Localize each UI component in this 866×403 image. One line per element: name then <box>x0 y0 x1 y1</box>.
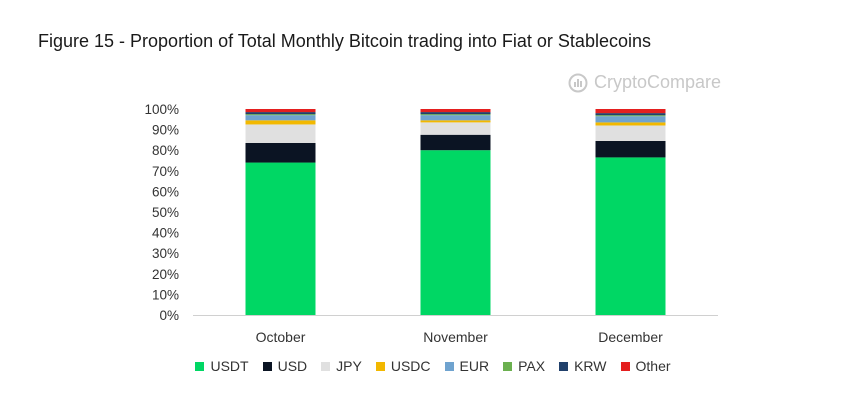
bar-segment-krw <box>245 112 316 115</box>
y-tick-label: 50% <box>152 205 179 220</box>
bar-stack-november <box>420 109 491 315</box>
legend-item-other: Other <box>620 358 671 374</box>
legend-swatch <box>559 361 569 371</box>
bar-segment-eur <box>595 116 666 123</box>
bar-segment-eur <box>420 115 491 121</box>
watermark: CryptoCompare <box>566 72 721 93</box>
y-tick-label: 0% <box>159 308 179 323</box>
legend-item-usdt: USDT <box>195 358 249 374</box>
legend-swatch <box>262 361 272 371</box>
y-tick-label: 40% <box>152 226 179 241</box>
legend-swatch <box>620 361 630 371</box>
y-tick-label: 100% <box>144 102 179 117</box>
legend-swatch <box>375 361 385 371</box>
legend: USDT USD JPY USDC EUR PAX KRW Other <box>0 358 866 374</box>
y-tick-label: 80% <box>152 143 179 158</box>
bar-segment-usdt <box>245 162 316 315</box>
legend-label: EUR <box>459 358 490 374</box>
bar-segment-usd <box>595 140 666 158</box>
legend-label: Other <box>635 358 671 374</box>
bar-segment-usdt <box>595 157 666 315</box>
bar-segment-krw <box>420 112 491 115</box>
x-tick-label: December <box>598 329 663 345</box>
chart-title: Figure 15 - Proportion of Total Monthly … <box>38 31 651 51</box>
legend-label: JPY <box>336 358 362 374</box>
legend-swatch <box>503 361 513 371</box>
bar-segment-jpy <box>595 125 666 141</box>
y-tick-label: 20% <box>152 267 179 282</box>
bar-segment-other <box>595 109 666 114</box>
stacked-bar-chart: 0% 10% 20% 30% 40% 50% 60% 70% 80% 90% 100% Octobe… <box>144 102 718 345</box>
legend-item-usdc: USDC <box>375 358 431 374</box>
legend-label: KRW <box>574 358 607 374</box>
legend-swatch <box>444 361 454 371</box>
y-tick-label: 90% <box>152 123 179 138</box>
legend-item-eur: EUR <box>444 358 490 374</box>
bar-segment-usd <box>420 134 491 151</box>
watermark-text: CryptoCompare <box>594 72 722 92</box>
bar-segment-usdt <box>420 150 491 315</box>
y-tick-label: 10% <box>152 287 179 302</box>
cryptocompare-logo-icon <box>568 73 588 92</box>
bar-segment-usdc <box>595 122 666 126</box>
bar-segment-other <box>245 109 316 113</box>
bar-segment-usdc <box>245 120 316 125</box>
legend-label: PAX <box>518 358 546 374</box>
y-tick-label: 30% <box>152 246 179 261</box>
bar-segment-jpy <box>245 124 316 143</box>
bar-segment-eur <box>245 115 316 121</box>
bar-segment-usd <box>245 142 316 163</box>
legend-label: USDT <box>210 358 249 374</box>
y-axis: 0% 10% 20% 30% 40% 50% 60% 70% 80% 90% 100% <box>144 102 179 323</box>
bar-segment-pax <box>420 114 491 116</box>
y-tick-label: 70% <box>152 164 179 179</box>
legend-swatch <box>321 361 331 371</box>
bar-segment-jpy <box>420 122 491 135</box>
bar-segment-pax <box>245 114 316 116</box>
bars <box>245 109 666 315</box>
bar-segment-usdc <box>420 120 491 123</box>
x-tick-label: November <box>423 329 488 345</box>
x-tick-label: October <box>256 329 306 345</box>
y-tick-label: 60% <box>152 184 179 199</box>
legend-label: USD <box>277 358 308 374</box>
bar-stack-october <box>245 109 316 315</box>
x-axis: October November December <box>256 329 664 345</box>
bar-segment-krw <box>595 113 666 116</box>
legend-swatch <box>195 361 205 371</box>
bar-segment-other <box>420 109 491 113</box>
legend-label: USDC <box>390 358 431 374</box>
legend-item-pax: PAX <box>503 358 545 374</box>
bar-segment-pax <box>595 115 666 117</box>
legend-item-usd: USD <box>262 358 308 374</box>
bar-stack-december <box>595 109 666 315</box>
legend-item-jpy: JPY <box>321 358 362 374</box>
legend-item-krw: KRW <box>559 358 607 374</box>
